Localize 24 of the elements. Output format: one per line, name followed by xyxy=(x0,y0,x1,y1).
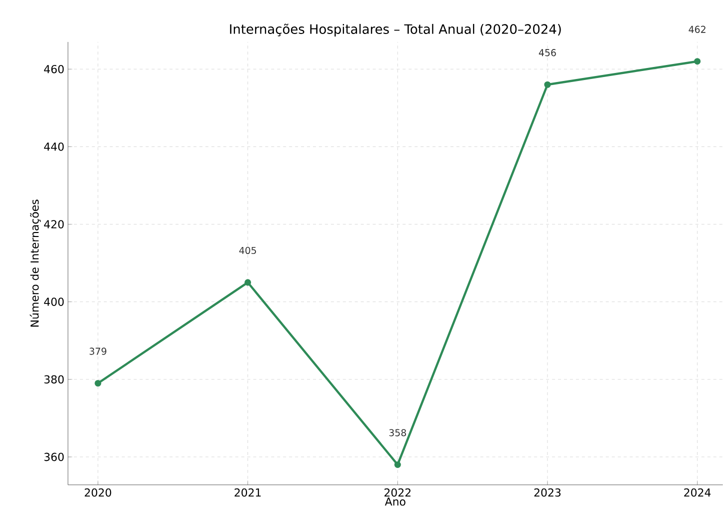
point xyxy=(694,58,701,65)
x-tick-label: 2022 xyxy=(384,488,410,497)
point xyxy=(394,461,401,468)
data-label: 456 xyxy=(538,49,556,56)
data-label: 379 xyxy=(90,348,106,355)
x-axis-title: Ano xyxy=(384,498,406,506)
point xyxy=(94,380,102,387)
data-label: 405 xyxy=(239,246,256,254)
y-tick-label: 420 xyxy=(44,220,64,228)
chart-title: Internações Hospitalares – Total Anual (2020–2024) xyxy=(230,24,561,37)
point xyxy=(244,279,252,286)
x-tick-label: 2020 xyxy=(84,488,112,497)
y-tick-label: 440 xyxy=(44,142,64,151)
y-tick-label: 460 xyxy=(44,65,64,74)
y-tick-label: 400 xyxy=(44,298,64,306)
y-axis-title: Número de Internações xyxy=(30,200,41,327)
data-label: 358 xyxy=(389,429,406,436)
point xyxy=(544,81,551,88)
data-label: 462 xyxy=(688,26,706,34)
y-tick-label: 360 xyxy=(44,452,64,462)
x-tick-label: 2024 xyxy=(684,488,711,497)
x-tick-label: 2023 xyxy=(534,488,561,497)
x-tick-label: 2021 xyxy=(234,488,261,497)
y-tick-label: 380 xyxy=(44,375,64,384)
